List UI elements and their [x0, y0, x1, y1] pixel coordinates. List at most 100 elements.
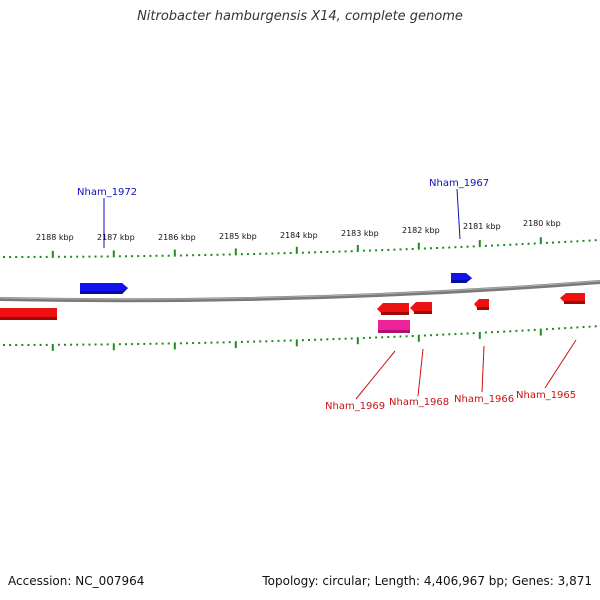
minor-tick: [301, 339, 304, 342]
major-tick: [295, 246, 298, 254]
minor-tick: [228, 341, 231, 344]
minor-tick: [484, 244, 487, 247]
minor-tick: [198, 254, 201, 257]
minor-tick: [454, 246, 457, 249]
minor-tick: [45, 255, 48, 258]
minor-tick: [350, 250, 353, 253]
gene-label-nham-1967[interactable]: Nham_1967: [429, 178, 489, 189]
minor-tick: [253, 253, 256, 255]
minor-tick: [33, 255, 36, 258]
major-tick: [478, 240, 481, 248]
minor-tick: [497, 244, 500, 247]
minor-tick: [222, 341, 225, 344]
minor-tick: [198, 341, 201, 344]
minor-tick: [27, 256, 30, 258]
minor-tick: [350, 337, 353, 340]
gene-label-nham-1966[interactable]: Nham_1966: [454, 394, 514, 405]
minor-tick: [15, 344, 18, 346]
major-tick: [234, 341, 237, 349]
minor-tick: [15, 256, 18, 258]
minor-tick: [545, 241, 548, 244]
minor-tick: [149, 254, 152, 257]
minor-tick: [509, 243, 512, 246]
forward-gene-nham-1967[interactable]: [451, 273, 472, 283]
minor-tick: [240, 340, 243, 343]
minor-tick: [161, 342, 164, 345]
major-tick: [112, 343, 115, 351]
minor-tick: [143, 342, 146, 345]
minor-tick: [27, 344, 30, 346]
leader-nham-1966: [481, 345, 485, 393]
minor-tick: [387, 248, 390, 251]
minor-tick: [515, 329, 518, 332]
ruler-label-2185: 2185 kbp: [219, 232, 257, 241]
rna-gene[interactable]: [378, 320, 410, 333]
minor-tick: [21, 344, 24, 346]
minor-tick: [70, 255, 73, 258]
minor-tick: [527, 329, 530, 332]
reverse-gene-nham-1965[interactable]: [560, 293, 585, 304]
ruler-label-2184: 2184 kbp: [280, 231, 318, 240]
forward-gene-nham-1972[interactable]: [80, 283, 128, 294]
minor-tick: [344, 250, 347, 253]
ruler-label-2180: 2180 kbp: [523, 219, 561, 228]
top-tick-track: [3, 237, 597, 258]
minor-tick: [155, 342, 158, 345]
minor-tick: [503, 244, 506, 246]
gene-label-nham-1965[interactable]: Nham_1965: [516, 390, 576, 401]
minor-tick: [82, 255, 85, 258]
minor-tick: [3, 256, 5, 258]
minor-tick: [430, 334, 432, 337]
minor-tick: [497, 330, 500, 333]
reverse-gene-nham-1968[interactable]: [410, 302, 432, 314]
minor-tick: [149, 342, 152, 345]
minor-tick: [283, 252, 286, 255]
minor-tick: [332, 250, 335, 253]
gene-label-nham-1968[interactable]: Nham_1968: [389, 397, 449, 408]
minor-tick: [253, 340, 256, 343]
minor-tick: [411, 335, 414, 337]
minor-tick: [155, 254, 158, 257]
minor-tick: [588, 239, 591, 242]
minor-tick: [564, 327, 567, 330]
minor-tick: [259, 340, 262, 343]
minor-tick: [338, 337, 341, 340]
gene-label-nham-1969[interactable]: Nham_1969: [325, 401, 385, 412]
minor-tick: [558, 327, 561, 330]
minor-tick: [39, 255, 42, 258]
minor-tick: [9, 256, 12, 258]
minor-tick: [570, 326, 573, 329]
minor-tick: [308, 339, 310, 341]
minor-tick: [326, 250, 329, 253]
minor-tick: [106, 255, 109, 258]
minor-tick: [167, 254, 170, 257]
minor-tick: [179, 254, 182, 257]
minor-tick: [131, 255, 134, 258]
minor-tick: [472, 245, 475, 248]
reverse-gene-nham-1966[interactable]: [474, 299, 489, 310]
reverse-gene-left[interactable]: [0, 308, 57, 320]
minor-tick: [515, 243, 518, 246]
minor-tick: [442, 246, 445, 249]
minor-tick: [381, 249, 384, 252]
minor-tick: [271, 340, 274, 343]
leader-nham-1969: [355, 350, 396, 400]
minor-tick: [570, 240, 573, 243]
gene-label-nham-1972[interactable]: Nham_1972: [77, 187, 137, 198]
minor-tick: [521, 243, 524, 246]
accession-text: Accession: NC_007964: [8, 574, 145, 588]
minor-tick: [491, 244, 493, 247]
minor-tick: [137, 343, 140, 345]
minor-tick: [369, 336, 371, 339]
minor-tick: [332, 338, 335, 341]
minor-tick: [125, 343, 127, 346]
minor-tick: [533, 242, 536, 245]
minor-tick: [228, 253, 231, 256]
minor-tick: [100, 343, 103, 346]
reverse-gene-nham-1969[interactable]: [377, 303, 409, 315]
minor-tick: [448, 246, 451, 249]
minor-tick: [210, 341, 213, 344]
minor-tick: [3, 344, 5, 346]
major-tick: [356, 337, 359, 345]
minor-tick: [265, 340, 268, 343]
